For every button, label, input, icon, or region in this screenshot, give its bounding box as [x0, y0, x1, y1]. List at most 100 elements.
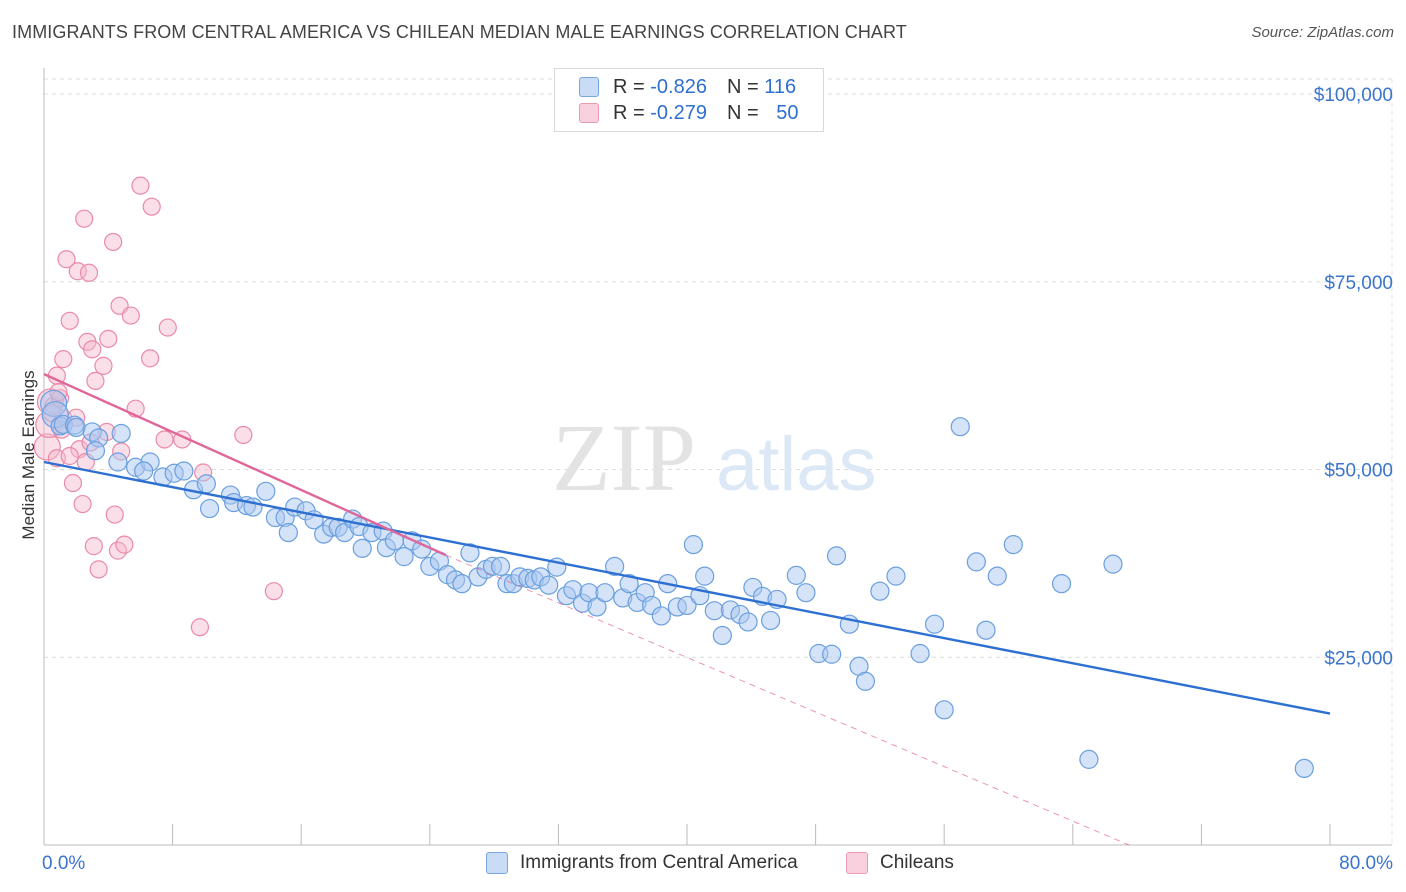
central-america-point	[111, 423, 131, 444]
central-america-trend-line	[43, 460, 1331, 715]
central-america-point	[677, 595, 697, 616]
central-america-point	[1079, 749, 1099, 769]
chileans-point	[104, 232, 123, 252]
central-america-point	[1051, 574, 1072, 594]
central-america-point	[595, 583, 615, 603]
central-america-point	[66, 417, 86, 438]
central-america-point	[196, 474, 216, 494]
chileans-point	[234, 425, 253, 445]
chileans-point	[86, 371, 105, 390]
chileans-point	[121, 306, 140, 325]
watermark: ZIP atlas	[552, 404, 877, 511]
central-america-point	[976, 620, 996, 640]
chileans-points	[33, 176, 283, 637]
y-tick-label: $100,000	[1314, 85, 1393, 106]
r-value: -0.279	[650, 101, 707, 124]
central-america-point	[924, 614, 945, 634]
chileans-point	[75, 209, 94, 228]
legend-item-central-america: Immigrants from Central America	[486, 852, 798, 874]
x-tick-label-max: 80.0%	[1339, 853, 1393, 874]
central-america-point	[987, 566, 1007, 586]
stats-legend-row-central-america: R = -0.826 N = 116	[579, 75, 796, 99]
chileans-point	[60, 311, 79, 330]
central-america-point	[605, 556, 625, 576]
r-label: R =	[613, 75, 645, 98]
central-america-point	[651, 606, 671, 626]
central-america-point	[870, 581, 890, 601]
x-tick-label-min: 0.0%	[42, 853, 85, 874]
chileans-point	[158, 318, 177, 337]
chileans-point	[60, 446, 79, 466]
chileans-point	[57, 250, 76, 269]
legend-label: Immigrants from Central America	[520, 852, 798, 873]
central-america-point	[950, 417, 970, 437]
axes	[43, 68, 1392, 846]
chileans-point	[140, 349, 160, 368]
central-america-point	[1294, 758, 1314, 779]
central-america-point	[966, 552, 986, 572]
central-america-point	[278, 522, 298, 543]
chileans-point	[73, 494, 92, 514]
central-america-point	[108, 452, 128, 472]
central-america-point	[452, 574, 472, 594]
central-america-point	[256, 481, 276, 501]
central-america-point	[619, 574, 639, 594]
central-america-point	[738, 612, 758, 632]
chileans-point	[142, 197, 161, 216]
central-america-point	[796, 583, 816, 603]
chileans-point	[79, 263, 99, 282]
n-label: N =	[726, 101, 759, 124]
trend-lines	[43, 373, 1331, 846]
central-america-point	[394, 547, 414, 567]
central-america-point	[760, 610, 781, 631]
source-label: Source: ZipAtlas.com	[1251, 24, 1394, 41]
central-america-point	[490, 556, 511, 576]
y-tick-label: $50,000	[1324, 461, 1393, 482]
n-label: N =	[726, 75, 759, 98]
chileans-point	[94, 356, 113, 375]
central-america-point	[855, 671, 876, 691]
chileans-point	[190, 618, 210, 637]
chileans-trend-line	[43, 373, 447, 557]
legend-item-chileans: Chileans	[846, 852, 954, 874]
chileans-point	[131, 176, 150, 195]
r-label: R =	[613, 101, 645, 124]
chileans-point	[264, 582, 283, 601]
chileans-point	[54, 350, 73, 369]
legend-swatch-pink	[579, 103, 599, 123]
central-america-point	[587, 597, 607, 617]
central-america-point	[134, 461, 154, 481]
y-tick-label: $75,000	[1324, 273, 1393, 294]
stats-legend: R = -0.826 N = 116 R = -0.279 N = 50	[554, 68, 824, 132]
tick-labels: $25,000 $50,000 $75,000 $100,000 0.0% 80.0%	[42, 85, 1393, 874]
y-axis-label: Median Male Earnings	[19, 370, 38, 539]
watermark-zip: ZIP	[552, 404, 696, 511]
central-america-point	[712, 625, 732, 646]
chileans-point	[115, 535, 134, 554]
chileans-point	[63, 473, 83, 493]
central-america-point	[539, 575, 559, 595]
central-america-point	[826, 546, 847, 566]
chileans-point	[83, 340, 102, 359]
legend-swatch-pink	[846, 852, 868, 874]
central-america-point	[683, 535, 704, 555]
r-value: -0.826	[650, 75, 707, 98]
stats-legend-row-chileans: R = -0.279 N = 50	[579, 101, 798, 125]
central-america-point	[85, 441, 106, 461]
legend-label: Chileans	[880, 852, 954, 873]
chileans-point	[33, 433, 61, 461]
central-america-point	[460, 543, 480, 563]
chileans-point	[89, 560, 108, 579]
watermark-atlas: atlas	[716, 422, 877, 507]
n-value: 50	[776, 101, 799, 124]
legend-swatch-blue	[486, 852, 508, 874]
central-america-point	[886, 566, 906, 586]
central-america-point	[199, 498, 220, 519]
chart-title: IMMIGRANTS FROM CENTRAL AMERICA VS CHILE…	[12, 22, 907, 42]
central-america-point	[1103, 554, 1123, 574]
central-america-point	[934, 700, 954, 720]
chileans-point	[84, 537, 103, 556]
central-america-point	[695, 566, 715, 586]
n-value: 116	[764, 75, 797, 98]
central-america-point	[910, 643, 930, 664]
